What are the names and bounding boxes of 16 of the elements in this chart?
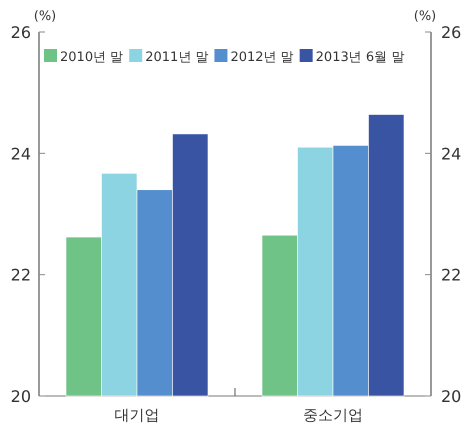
y2-tick-label: 20 <box>441 387 462 406</box>
legend-label: 2011년 말 <box>145 50 208 65</box>
x-tick-label: 대기업 <box>114 406 160 424</box>
y-tick-label: 22 <box>10 266 31 285</box>
y-tick-label: 26 <box>10 23 31 42</box>
y2-tick-label: 24 <box>441 144 462 164</box>
legend-label: 2012년 말 <box>230 50 294 65</box>
legend-label: 2013년 6월 말 <box>316 50 404 65</box>
y-tick-label: 24 <box>10 144 31 164</box>
y-tick-label: 20 <box>10 387 31 406</box>
y2-tick-label: 26 <box>441 23 462 42</box>
y-axis-title: (%) <box>34 9 56 24</box>
x-tick-label: 중소기업 <box>303 406 363 424</box>
y2-axis-title: (%) <box>414 9 436 24</box>
legend-label: 2010년 말 <box>60 50 124 65</box>
y2-tick-label: 22 <box>441 266 462 285</box>
